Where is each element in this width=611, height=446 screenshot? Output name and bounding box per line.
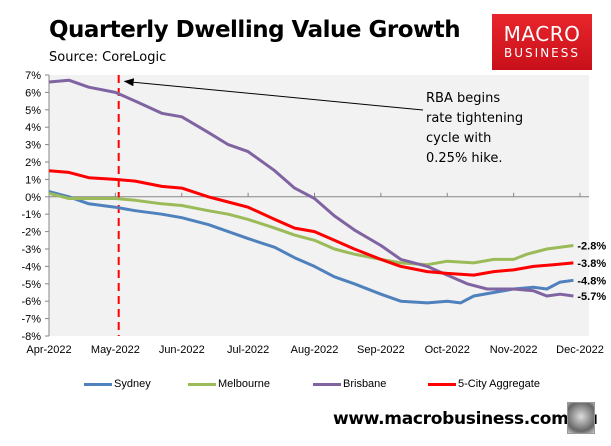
legend-label: Melbourne bbox=[218, 378, 270, 390]
chart-subtitle: Source: CoreLogic bbox=[49, 50, 167, 65]
annotation-arrow bbox=[123, 78, 424, 111]
y-tick-label: 6% bbox=[25, 87, 41, 99]
y-tick-label: -2% bbox=[21, 227, 41, 239]
legend-label: 5-City Aggregate bbox=[458, 378, 540, 390]
end-label-brisbane: -5.7% bbox=[577, 291, 606, 303]
y-tick-label: -3% bbox=[21, 244, 41, 256]
legend-swatch bbox=[428, 382, 456, 386]
end-label-melbourne: -2.8% bbox=[577, 241, 606, 253]
y-tick-label: 7% bbox=[25, 70, 41, 82]
y-tick-label: -7% bbox=[21, 314, 41, 326]
legend-swatch bbox=[313, 382, 341, 386]
logo-line-1: MACRO bbox=[503, 22, 581, 46]
legend-swatch bbox=[188, 382, 216, 386]
y-tick-label: 1% bbox=[25, 174, 41, 186]
legend-swatch bbox=[84, 382, 112, 386]
y-tick-label: 3% bbox=[25, 140, 41, 152]
series-line-5-city-aggregate bbox=[48, 169, 574, 277]
annotation-text-line: RBA begins bbox=[426, 91, 500, 106]
y-tick-label: -4% bbox=[21, 261, 41, 273]
x-tick-label: Jun-2022 bbox=[159, 344, 205, 356]
annotation-text-line: 0.25% hike. bbox=[426, 151, 502, 166]
y-tick-label: -5% bbox=[21, 279, 41, 291]
y-tick-label: -8% bbox=[21, 331, 41, 343]
legend-label: Brisbane bbox=[343, 378, 387, 390]
y-tick-label: 5% bbox=[25, 105, 41, 117]
x-tick-label: May-2022 bbox=[91, 344, 140, 356]
x-tick-label: Aug-2022 bbox=[291, 344, 339, 356]
end-label-sydney: -4.8% bbox=[577, 275, 606, 287]
legend-item-brisbane: Brisbane bbox=[313, 378, 386, 390]
x-tick-label: Oct-2022 bbox=[425, 344, 470, 356]
annotation-text-line: rate tightening bbox=[426, 111, 523, 126]
legend-item-5-city-aggregate: 5-City Aggregate bbox=[428, 378, 540, 390]
end-label-5-city-aggregate: -3.8% bbox=[577, 258, 606, 270]
legend-item-sydney: Sydney bbox=[84, 378, 151, 390]
legend: Sydney Melbourne Brisbane 5-City Aggregate bbox=[0, 378, 611, 394]
series-line-brisbane bbox=[48, 78, 574, 298]
y-tick-label: -1% bbox=[21, 209, 41, 221]
x-tick-label: Sep-2022 bbox=[357, 344, 405, 356]
x-tick-label: Apr-2022 bbox=[26, 344, 71, 356]
series-line-melbourne bbox=[48, 191, 574, 267]
y-tick-label: -6% bbox=[21, 296, 41, 308]
annotation-text-line: cycle with bbox=[426, 131, 491, 146]
wolf-icon bbox=[567, 402, 595, 434]
x-tick-label: Jul-2022 bbox=[227, 344, 269, 356]
legend-item-melbourne: Melbourne bbox=[188, 378, 270, 390]
x-tick-label: Dec-2022 bbox=[556, 344, 604, 356]
logo-line-2: BUSINESS bbox=[504, 46, 580, 60]
chart-title: Quarterly Dwelling Value Growth bbox=[49, 17, 461, 43]
y-tick-label: 0% bbox=[25, 192, 41, 204]
x-tick-label: Nov-2022 bbox=[490, 344, 538, 356]
footer-url[interactable]: www.macrobusiness.com.au bbox=[333, 409, 598, 429]
y-tick-label: 2% bbox=[25, 157, 41, 169]
legend-label: Sydney bbox=[114, 378, 151, 390]
macrobusiness-logo[interactable]: MACRO BUSINESS bbox=[492, 14, 592, 70]
y-tick-label: 4% bbox=[25, 122, 41, 134]
